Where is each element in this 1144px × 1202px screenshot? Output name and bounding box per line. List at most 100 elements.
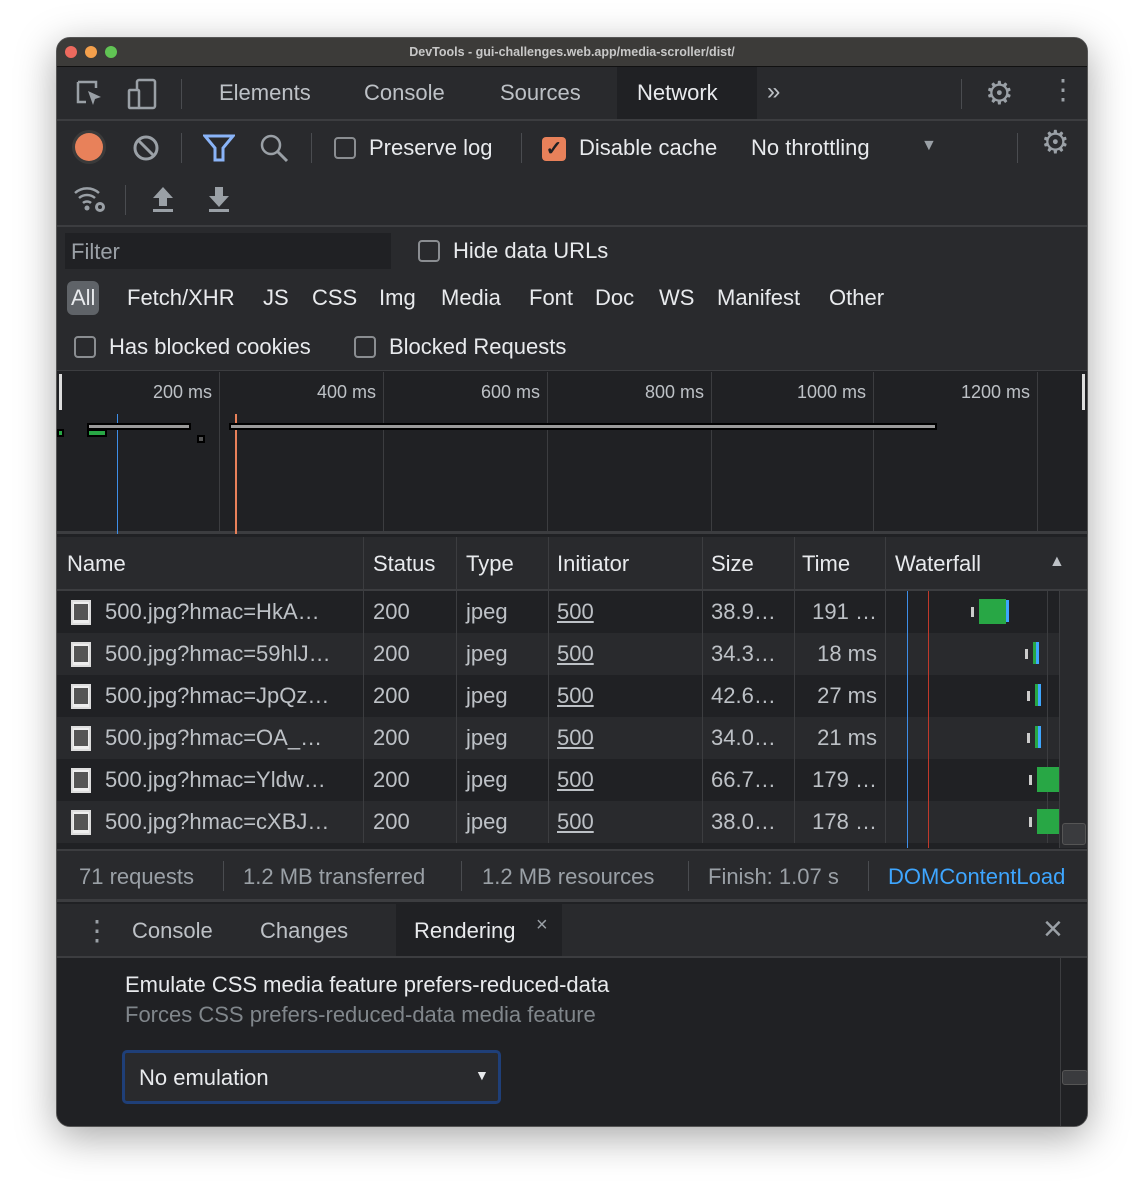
drawer-tab-console[interactable]: Console	[132, 918, 213, 943]
filter-icon[interactable]	[203, 134, 235, 162]
cell-initiator-link[interactable]: 500	[557, 641, 594, 666]
finish-time: Finish: 1.07 s	[708, 864, 839, 889]
overview-left-handle[interactable]	[59, 374, 62, 410]
type-filter-font[interactable]: Font	[529, 285, 574, 310]
network-settings-gear-icon[interactable]: ⚙	[1041, 124, 1070, 160]
overview-right-handle[interactable]	[1082, 374, 1085, 410]
cell-status: 200	[373, 767, 410, 792]
header-type[interactable]: Type	[466, 551, 514, 576]
close-window-button[interactable]	[65, 46, 77, 58]
header-size[interactable]: Size	[711, 551, 754, 576]
search-icon[interactable]	[259, 133, 289, 163]
cell-size: 34.0…	[711, 725, 776, 750]
cell-time: 191 …	[812, 599, 877, 624]
zoom-window-button[interactable]	[105, 46, 117, 58]
tab-elements[interactable]: Elements	[219, 80, 311, 105]
table-row[interactable]: 500.jpg?hmac=HkA… 200 jpeg 500 38.9… 191…	[57, 591, 1059, 633]
network-overview[interactable]: 200 ms 400 ms 600 ms 800 ms 1000 ms 1200 ms	[57, 372, 1087, 534]
overview-request-bar	[229, 423, 937, 430]
import-har-icon[interactable]	[151, 185, 175, 213]
waterfall-download-bar	[1036, 642, 1039, 664]
scrollbar-thumb[interactable]	[1062, 1070, 1087, 1085]
cell-name: 500.jpg?hmac=JpQz…	[105, 683, 330, 708]
tab-network[interactable]: Network	[617, 67, 757, 119]
more-options-icon[interactable]: ⋮	[1049, 74, 1077, 105]
image-thumbnail-icon	[71, 810, 91, 835]
network-conditions-icon[interactable]	[73, 183, 109, 215]
overview-gridline	[383, 372, 384, 531]
preserve-log-checkbox[interactable]	[334, 137, 356, 159]
throttling-select[interactable]: No throttling ▼	[751, 131, 941, 167]
scrollbar-thumb[interactable]	[1062, 823, 1086, 845]
header-initiator[interactable]: Initiator	[557, 551, 630, 576]
setting-description: Forces CSS prefers-reduced-data media fe…	[125, 1002, 596, 1027]
more-tabs-icon[interactable]: »	[767, 78, 781, 105]
inspect-element-icon[interactable]	[75, 79, 105, 109]
type-filter-all[interactable]: All	[67, 281, 100, 315]
table-row[interactable]: 500.jpg?hmac=OA_… 200 jpeg 500 34.0… 21 …	[57, 717, 1059, 759]
type-filter-ws[interactable]: WS	[659, 285, 695, 310]
cell-initiator-link[interactable]: 500	[557, 725, 594, 750]
cell-size: 38.0…	[711, 809, 776, 834]
disable-cache-checkbox[interactable]: ✓	[542, 137, 566, 161]
hide-data-urls-checkbox[interactable]	[418, 240, 440, 262]
prefers-reduced-data-select[interactable]: No emulation ▼	[122, 1050, 501, 1104]
close-drawer-icon[interactable]: ×	[1043, 910, 1063, 948]
cell-initiator-link[interactable]: 500	[557, 599, 594, 624]
type-filter-css[interactable]: CSS	[312, 285, 358, 310]
tab-console[interactable]: Console	[364, 80, 445, 105]
type-filter-doc[interactable]: Doc	[595, 285, 635, 310]
rendering-scrollbar[interactable]	[1060, 958, 1087, 1126]
type-filter-other[interactable]: Other	[829, 285, 885, 310]
sort-ascending-icon[interactable]: ▲	[1049, 553, 1065, 570]
header-time[interactable]: Time	[802, 551, 851, 576]
filter-placeholder: Filter	[71, 239, 120, 264]
has-blocked-cookies-checkbox[interactable]	[74, 336, 96, 358]
cell-initiator-link[interactable]: 500	[557, 809, 594, 834]
type-filter-manifest[interactable]: Manifest	[717, 285, 801, 310]
table-row[interactable]: 500.jpg?hmac=JpQz… 200 jpeg 500 42.6… 27…	[57, 675, 1059, 717]
table-scrollbar[interactable]	[1059, 591, 1087, 848]
overview-tick-label: 1000 ms	[796, 382, 866, 402]
filter-input[interactable]: Filter	[65, 233, 391, 269]
type-filter-img[interactable]: Img	[379, 285, 416, 310]
settings-gear-icon[interactable]: ⚙	[985, 75, 1014, 111]
close-tab-icon[interactable]: ×	[536, 914, 548, 936]
header-status[interactable]: Status	[373, 551, 436, 576]
drawer-tab-changes[interactable]: Changes	[260, 918, 349, 943]
table-row[interactable]: 500.jpg?hmac=Yldw… 200 jpeg 500 66.7… 17…	[57, 759, 1059, 801]
type-filter-fetchxhr[interactable]: Fetch/XHR	[127, 285, 235, 310]
drawer-menu-icon[interactable]: ⋮	[83, 915, 111, 946]
type-filter-js[interactable]: JS	[263, 285, 289, 310]
type-filter-media[interactable]: Media	[441, 285, 501, 310]
overview-gridline	[1037, 372, 1038, 531]
rendering-panel: Emulate CSS media feature prefers-reduce…	[57, 958, 1087, 1126]
cell-initiator-link[interactable]: 500	[557, 683, 594, 708]
header-name[interactable]: Name	[67, 551, 126, 576]
cell-name: 500.jpg?hmac=59hlJ…	[105, 641, 331, 666]
waterfall-bar	[1037, 809, 1059, 834]
drawer-tab-rendering-label: Rendering	[414, 918, 516, 943]
minimize-window-button[interactable]	[85, 46, 97, 58]
header-waterfall[interactable]: Waterfall	[895, 551, 981, 576]
record-button[interactable]	[75, 133, 103, 161]
waterfall-queue-mark	[1025, 649, 1028, 659]
hide-data-urls-label: Hide data URLs	[453, 238, 609, 263]
tab-sources[interactable]: Sources	[500, 80, 581, 105]
requests-count: 71 requests	[79, 864, 194, 889]
table-row[interactable]: 500.jpg?hmac=cXBJ… 200 jpeg 500 38.0… 17…	[57, 801, 1059, 843]
waterfall-bar	[1035, 726, 1038, 748]
drawer-tab-rendering[interactable]: Rendering ×	[396, 904, 562, 956]
table-row[interactable]: 500.jpg?hmac=59hlJ… 200 jpeg 500 34.3… 1…	[57, 633, 1059, 675]
clear-icon[interactable]	[132, 134, 160, 162]
waterfall-queue-mark	[1027, 733, 1030, 743]
cell-time: 179 …	[812, 767, 877, 792]
domcontentloaded-line	[117, 414, 118, 534]
cell-initiator-link[interactable]: 500	[557, 767, 594, 792]
export-har-icon[interactable]	[207, 185, 231, 213]
image-thumbnail-icon	[71, 642, 91, 667]
blocked-requests-checkbox[interactable]	[354, 336, 376, 358]
device-toolbar-icon[interactable]	[127, 78, 159, 110]
network-toolbar: Preserve log ✓ Disable cache No throttli…	[57, 121, 1087, 227]
waterfall-bar	[1035, 684, 1038, 706]
